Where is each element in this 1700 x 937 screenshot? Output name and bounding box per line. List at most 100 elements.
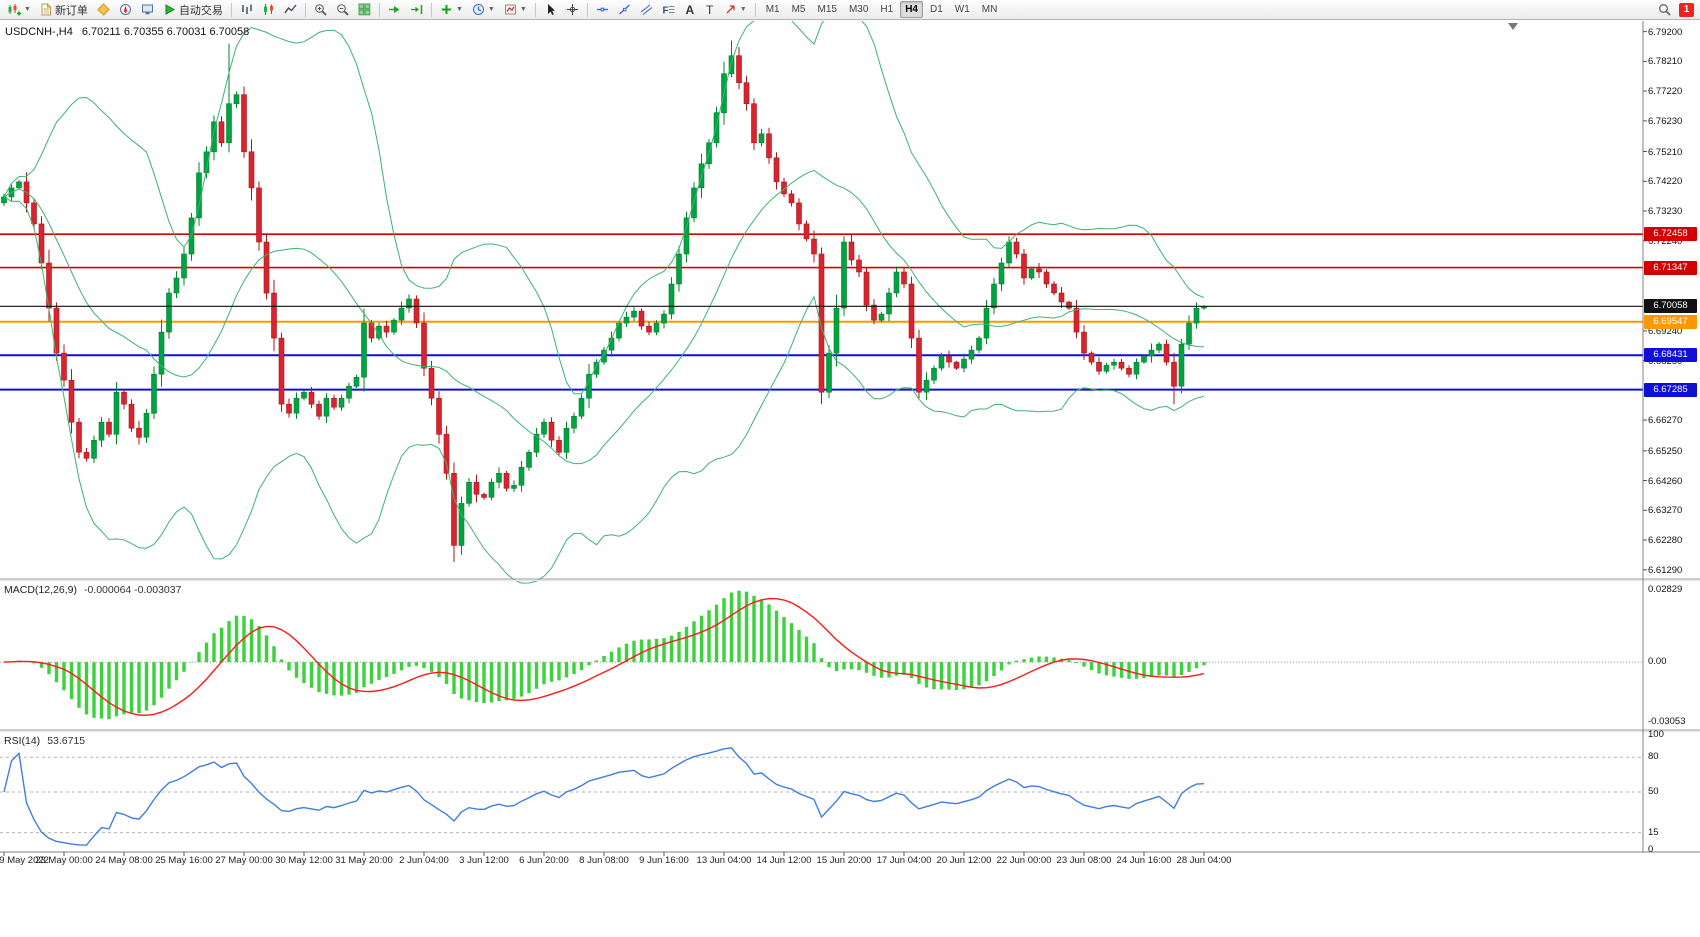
text-a-icon: A xyxy=(685,3,694,16)
new-chart-icon xyxy=(8,4,21,16)
rsi-name: RSI(14) xyxy=(4,735,41,747)
toolbar-separator xyxy=(230,2,232,17)
fibonacci-icon: F xyxy=(662,6,675,17)
panel-divider[interactable] xyxy=(0,728,1700,732)
channel-icon xyxy=(640,4,653,15)
indicators-caret-icon: ▼ xyxy=(455,6,463,13)
main-toolbar: ▼ 新订单 自动交易 ▼ xyxy=(0,0,1700,20)
rsi-label: RSI(14) 53.6715 xyxy=(4,735,85,747)
new-order-icon xyxy=(41,3,51,16)
new-order-label: 新订单 xyxy=(54,4,88,17)
toolbar-separator xyxy=(378,2,380,17)
crosshair-icon xyxy=(566,4,578,15)
autotrading-label: 自动交易 xyxy=(178,4,223,17)
terminal-button[interactable] xyxy=(137,0,158,19)
text-label-t-icon: T xyxy=(706,3,714,16)
bollinger-bands xyxy=(3,21,1205,584)
autotrading-button[interactable]: 自动交易 xyxy=(159,0,227,19)
ohlc-values: 6.70211 6.70355 6.70031 6.70058 xyxy=(81,26,250,38)
svg-text:T: T xyxy=(706,3,714,16)
macd-label: MACD(12,26,9) -0.000064 -0.003037 xyxy=(4,584,181,596)
line-chart-icon xyxy=(284,4,297,14)
zoom-out-button[interactable] xyxy=(332,0,353,19)
timeframe-button-m30[interactable]: M30 xyxy=(848,4,869,15)
tile-windows-button[interactable] xyxy=(354,0,375,19)
terminal-icon xyxy=(141,4,153,15)
auto-scroll-icon xyxy=(388,6,400,13)
chart-shift-icon xyxy=(410,5,423,14)
candlestick-chart-button[interactable] xyxy=(258,0,279,19)
notification-badge[interactable]: 1 xyxy=(1679,2,1694,17)
chart-shift-button[interactable] xyxy=(406,0,427,19)
candlestick-chart-icon xyxy=(263,4,273,15)
timeframe-button-w1[interactable]: W1 xyxy=(954,4,970,15)
templates-button[interactable]: ▼ xyxy=(500,0,531,19)
arrows-tool-icon xyxy=(726,5,735,14)
navigator-button[interactable] xyxy=(115,0,136,19)
svg-text:A: A xyxy=(685,3,694,16)
svg-text:F: F xyxy=(662,6,668,17)
timeframe-button-m1[interactable]: M1 xyxy=(765,4,780,15)
chart-plot[interactable] xyxy=(0,21,1700,937)
timeframe-button-d1[interactable]: D1 xyxy=(930,4,943,15)
bar-chart-button[interactable] xyxy=(236,0,257,19)
trendline-icon xyxy=(618,4,630,15)
auto-scroll-button[interactable] xyxy=(384,0,405,19)
search-button[interactable] xyxy=(1654,0,1675,19)
templates-caret-icon: ▼ xyxy=(519,6,527,13)
toolbar-separator xyxy=(586,2,588,17)
market-watch-icon xyxy=(97,3,110,16)
rsi-value: 53.6715 xyxy=(47,735,86,747)
toolbar-separator xyxy=(430,2,432,17)
periods-caret-icon: ▼ xyxy=(487,6,495,13)
macd-signal-line xyxy=(3,597,1205,717)
templates-icon xyxy=(504,4,516,15)
zoom-in-button[interactable] xyxy=(310,0,331,19)
macd-values: -0.000064 -0.003037 xyxy=(83,584,182,596)
panel-divider[interactable] xyxy=(0,577,1700,581)
cursor-button[interactable] xyxy=(540,0,561,19)
timeframe-button-h4[interactable]: H4 xyxy=(900,1,923,18)
timeframe-button-m15[interactable]: M15 xyxy=(817,4,837,15)
new-chart-button[interactable]: ▼ xyxy=(3,0,35,19)
horizontal-line-button[interactable] xyxy=(592,0,613,19)
toolbar-separator xyxy=(534,2,536,17)
new-order-button[interactable]: 新订单 xyxy=(36,0,92,19)
periods-button[interactable]: ▼ xyxy=(468,0,499,19)
chart-title: USDCNH-,H4 6.70211 6.70355 6.70031 6.7005… xyxy=(5,26,249,38)
text-button[interactable]: A xyxy=(680,0,699,19)
trendline-button[interactable] xyxy=(614,0,635,19)
crosshair-button[interactable] xyxy=(562,0,583,19)
timeframe-button-h1[interactable]: H1 xyxy=(880,4,894,15)
tile-windows-icon xyxy=(358,3,371,16)
zoom-out-icon xyxy=(337,4,349,16)
indicators-plus-icon xyxy=(441,5,451,14)
autotrading-play-icon xyxy=(165,4,175,15)
bar-chart-icon xyxy=(242,4,252,14)
macd-name: MACD(12,26,9) xyxy=(4,584,77,596)
line-chart-button[interactable] xyxy=(280,0,301,19)
text-label-button[interactable]: T xyxy=(700,0,719,19)
fibonacci-button[interactable]: F xyxy=(658,0,679,19)
timeframe-button-mn[interactable]: MN xyxy=(981,4,998,15)
search-icon xyxy=(1659,4,1671,16)
timeframe-button-m5[interactable]: M5 xyxy=(791,4,806,15)
candles-layer xyxy=(1,55,1207,546)
new-chart-caret-icon: ▼ xyxy=(24,6,31,13)
toolbar-separator xyxy=(754,2,756,17)
navigator-icon xyxy=(119,4,131,15)
arrows-button[interactable]: ▼ xyxy=(720,0,751,19)
symbol-timeframe-label: USDCNH-,H4 xyxy=(5,26,73,38)
indicators-button[interactable]: ▼ xyxy=(436,0,467,19)
toolbar-separator xyxy=(304,2,306,17)
periods-clock-icon xyxy=(472,4,484,15)
candle-wicks xyxy=(3,40,1205,562)
market-watch-button[interactable] xyxy=(93,0,114,19)
cursor-icon xyxy=(547,4,555,15)
rsi-line xyxy=(3,747,1205,846)
chart-shift-marker[interactable] xyxy=(1508,23,1518,30)
arrows-caret-icon: ▼ xyxy=(739,6,747,13)
horizontal-line-icon xyxy=(596,7,608,12)
timeframe-toolbar: M1 M5 M15 M30 H1 H4 D1 W1 MN xyxy=(760,1,1004,18)
channel-button[interactable] xyxy=(636,0,657,19)
